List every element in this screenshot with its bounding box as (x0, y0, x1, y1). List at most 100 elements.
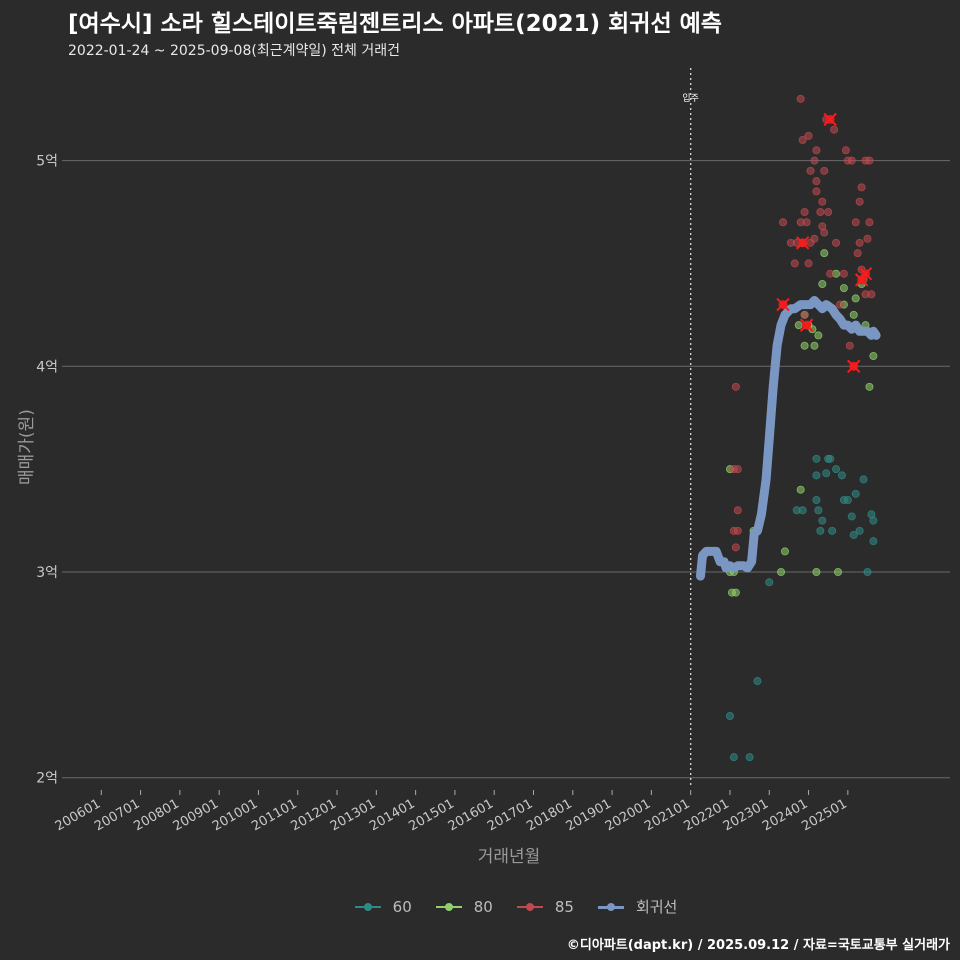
point-80 (839, 284, 848, 293)
legend-swatch-80 (434, 900, 464, 914)
point-60 (863, 568, 872, 577)
legend-item-85[interactable]: 85 (515, 896, 574, 917)
point-60 (859, 475, 868, 484)
point-85 (779, 218, 788, 227)
point-85 (796, 94, 805, 103)
legend-label-60: 60 (392, 897, 412, 916)
legend-item-regression[interactable]: 회귀선 (596, 896, 677, 917)
point-85 (731, 543, 740, 552)
move-in-marker: 입주 (682, 68, 699, 788)
point-60 (765, 578, 774, 587)
point-85 (810, 156, 819, 165)
point-80 (794, 321, 803, 330)
point-60 (869, 537, 878, 546)
point-85 (800, 310, 809, 319)
point-80 (818, 279, 827, 288)
legend-label-80: 80 (473, 897, 493, 916)
point-85 (816, 207, 825, 216)
point-85 (812, 146, 821, 155)
point-85 (733, 506, 742, 515)
point-60 (826, 454, 835, 463)
point-85 (810, 234, 819, 243)
point-85 (812, 187, 821, 196)
point-85 (804, 131, 813, 140)
highlight-cross (795, 236, 810, 250)
move-in-label: 입주 (682, 92, 699, 104)
point-60 (814, 506, 823, 515)
point-60 (816, 526, 825, 535)
point-60 (851, 489, 860, 498)
point-85 (863, 234, 872, 243)
point-85 (820, 228, 829, 237)
point-60 (818, 516, 827, 525)
point-85 (865, 156, 874, 165)
point-80 (851, 294, 860, 303)
point-60 (812, 454, 821, 463)
point-85 (824, 207, 833, 216)
grid-lines (62, 160, 950, 779)
y-tick-label: 4억 (36, 359, 58, 375)
source-credit: ©디아파트(dapt.kr) / 2025.09.12 / 자료=국토교통부 실… (566, 938, 950, 953)
x-tick-label: 202501 (799, 796, 849, 834)
point-85 (835, 300, 844, 309)
point-60 (725, 712, 734, 721)
point-60 (869, 516, 878, 525)
point-85 (855, 197, 864, 206)
point-80 (814, 331, 823, 340)
point-80 (800, 341, 809, 350)
point-85 (832, 238, 841, 247)
highlight-cross (823, 112, 837, 127)
legend-swatch-regression (596, 900, 626, 914)
point-85 (733, 526, 742, 535)
point-80 (820, 249, 829, 258)
point-80 (731, 588, 740, 597)
legend-swatch-60 (353, 900, 383, 914)
point-60 (847, 512, 856, 521)
point-80 (810, 341, 819, 350)
point-85 (851, 218, 860, 227)
point-85 (865, 218, 874, 227)
point-85 (812, 177, 821, 186)
y-axis-title: 매매가(원) (17, 409, 37, 485)
point-85 (804, 259, 813, 268)
legend-swatch-85 (515, 900, 545, 914)
point-85 (857, 183, 866, 192)
point-60 (745, 753, 754, 762)
point-80 (796, 485, 805, 494)
legend-label-regression: 회귀선 (635, 898, 678, 916)
point-80 (849, 310, 858, 319)
point-80 (865, 382, 874, 391)
point-80 (812, 568, 821, 577)
legend: 60 80 85 회귀선 (0, 896, 960, 917)
point-80 (777, 568, 786, 577)
point-60 (812, 495, 821, 504)
point-85 (806, 166, 815, 175)
point-80 (834, 568, 843, 577)
point-60 (837, 471, 846, 480)
chart-subtitle: 2022-01-24 ~ 2025-09-08(최근계약일) 전체 거래건 (68, 43, 400, 59)
y-tick-label: 3억 (36, 565, 58, 581)
chart-title: [여수시] 소라 힐스테이트죽림젠트리스 아파트(2021) 회귀선 예측 (68, 11, 722, 37)
point-85 (800, 207, 809, 216)
point-85 (802, 218, 811, 227)
x-axis-title: 거래년월 (477, 847, 541, 867)
point-80 (780, 547, 789, 556)
point-85 (830, 125, 839, 134)
highlight-cross (776, 297, 790, 312)
point-60 (832, 465, 841, 474)
point-85 (841, 146, 850, 155)
point-85 (798, 135, 807, 144)
point-85 (839, 269, 848, 278)
highlight-points (776, 112, 873, 373)
point-60 (849, 530, 858, 539)
point-60 (753, 677, 762, 686)
point-85 (847, 156, 856, 165)
point-85 (820, 166, 829, 175)
point-85 (853, 249, 862, 258)
axis-labels: 2억3억4억5억20060120070120080120090120100120… (36, 154, 850, 835)
legend-item-60[interactable]: 60 (353, 896, 412, 917)
data-points (725, 94, 878, 762)
legend-item-80[interactable]: 80 (434, 896, 493, 917)
point-85 (867, 290, 876, 299)
